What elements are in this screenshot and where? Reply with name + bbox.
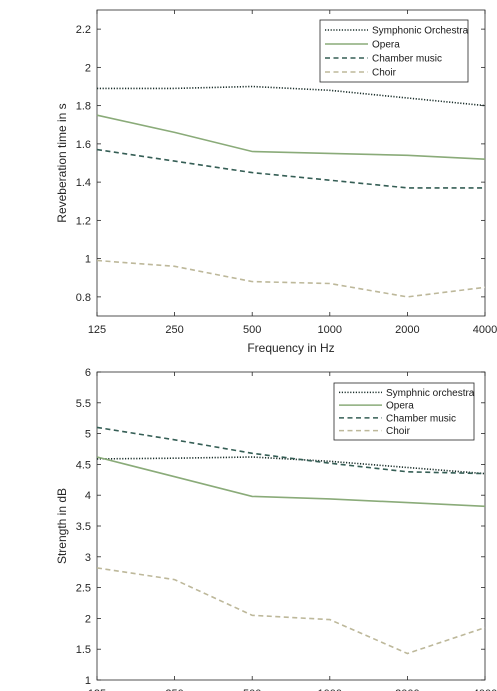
y-tick-label: 3 xyxy=(85,552,91,564)
series-line-symphnic-orchestra xyxy=(96,456,486,475)
x-tick-label: 500 xyxy=(243,324,261,336)
chart-2: 1 1.5 2 2.5 3 3.5 4 4.5 5 5.5 6 125 250 500 1000 2000 40… xyxy=(55,367,497,691)
legend: Symphonic Orchestra Opera Chamber music Cho… xyxy=(319,19,469,83)
legend-label: Choir xyxy=(386,426,411,437)
y-tick-label: 6 xyxy=(85,367,91,379)
y-tick-label: 1.5 xyxy=(76,644,91,656)
x-tick-label: 500 xyxy=(243,688,261,691)
legend-label: Choir xyxy=(372,68,397,79)
legend-label: Symphnic orchestra xyxy=(386,388,475,399)
y-tick-label: 5 xyxy=(85,429,91,441)
y-tick-label: 4 xyxy=(85,490,91,502)
y-tick-label: 2 xyxy=(85,62,91,74)
legend-label: Chamber music xyxy=(386,413,456,424)
x-tick-label: 1000 xyxy=(318,688,342,691)
plot-area-frame xyxy=(96,9,486,317)
y-tick-label: 2.2 xyxy=(76,24,91,36)
x-tick-label: 2000 xyxy=(395,688,419,691)
x-tick-label: 1000 xyxy=(318,324,342,336)
series-line-choir xyxy=(96,567,486,655)
y-tick-label: 0.8 xyxy=(76,292,91,304)
x-axis-label: Frequency in Hz xyxy=(247,341,334,355)
y-tick-label: 1.8 xyxy=(76,101,91,113)
x-tick-label: 250 xyxy=(165,324,183,336)
x-tick-label: 125 xyxy=(88,688,106,691)
chart-1: 0.8 1 1.2 1.4 1.6 1.8 2 2.2 125 250 500 1000 2000 400… xyxy=(55,9,497,355)
series-line-choir xyxy=(96,259,486,298)
series-line-opera xyxy=(96,114,486,160)
series-line-opera xyxy=(96,456,486,508)
y-tick-label: 2.5 xyxy=(76,583,91,595)
series-line-chamber-music xyxy=(96,148,485,189)
y-axis-label: Strength in dB xyxy=(55,488,69,564)
x-tick-label: 2000 xyxy=(395,324,419,336)
y-axis-label: Reveberation time in s xyxy=(55,103,69,222)
x-tick-label: 250 xyxy=(165,688,183,691)
legend-label: Chamber music xyxy=(372,54,442,65)
y-tick-label: 1.2 xyxy=(76,215,91,227)
x-tick-label: 4000 xyxy=(473,324,497,336)
y-tick-label: 1 xyxy=(85,254,91,266)
y-tick-label: 1.6 xyxy=(76,139,91,151)
legend-label: Opera xyxy=(372,40,400,51)
y-tick-label: 1.4 xyxy=(76,177,91,189)
x-tick-label: 125 xyxy=(88,324,106,336)
y-tick-label: 4.5 xyxy=(76,459,91,471)
y-tick-label: 2 xyxy=(85,613,91,625)
y-tick-label: 5.5 xyxy=(76,398,91,410)
y-tick-label: 1 xyxy=(85,675,91,687)
legend-label: Opera xyxy=(386,401,414,412)
y-tick-label: 3.5 xyxy=(76,521,91,533)
legend-label: Symphonic Orchestra xyxy=(372,26,469,37)
series-line-symphonic-orchestra xyxy=(97,85,486,107)
series-line-chamber-music xyxy=(96,426,486,475)
x-tick-label: 4000 xyxy=(473,688,497,691)
